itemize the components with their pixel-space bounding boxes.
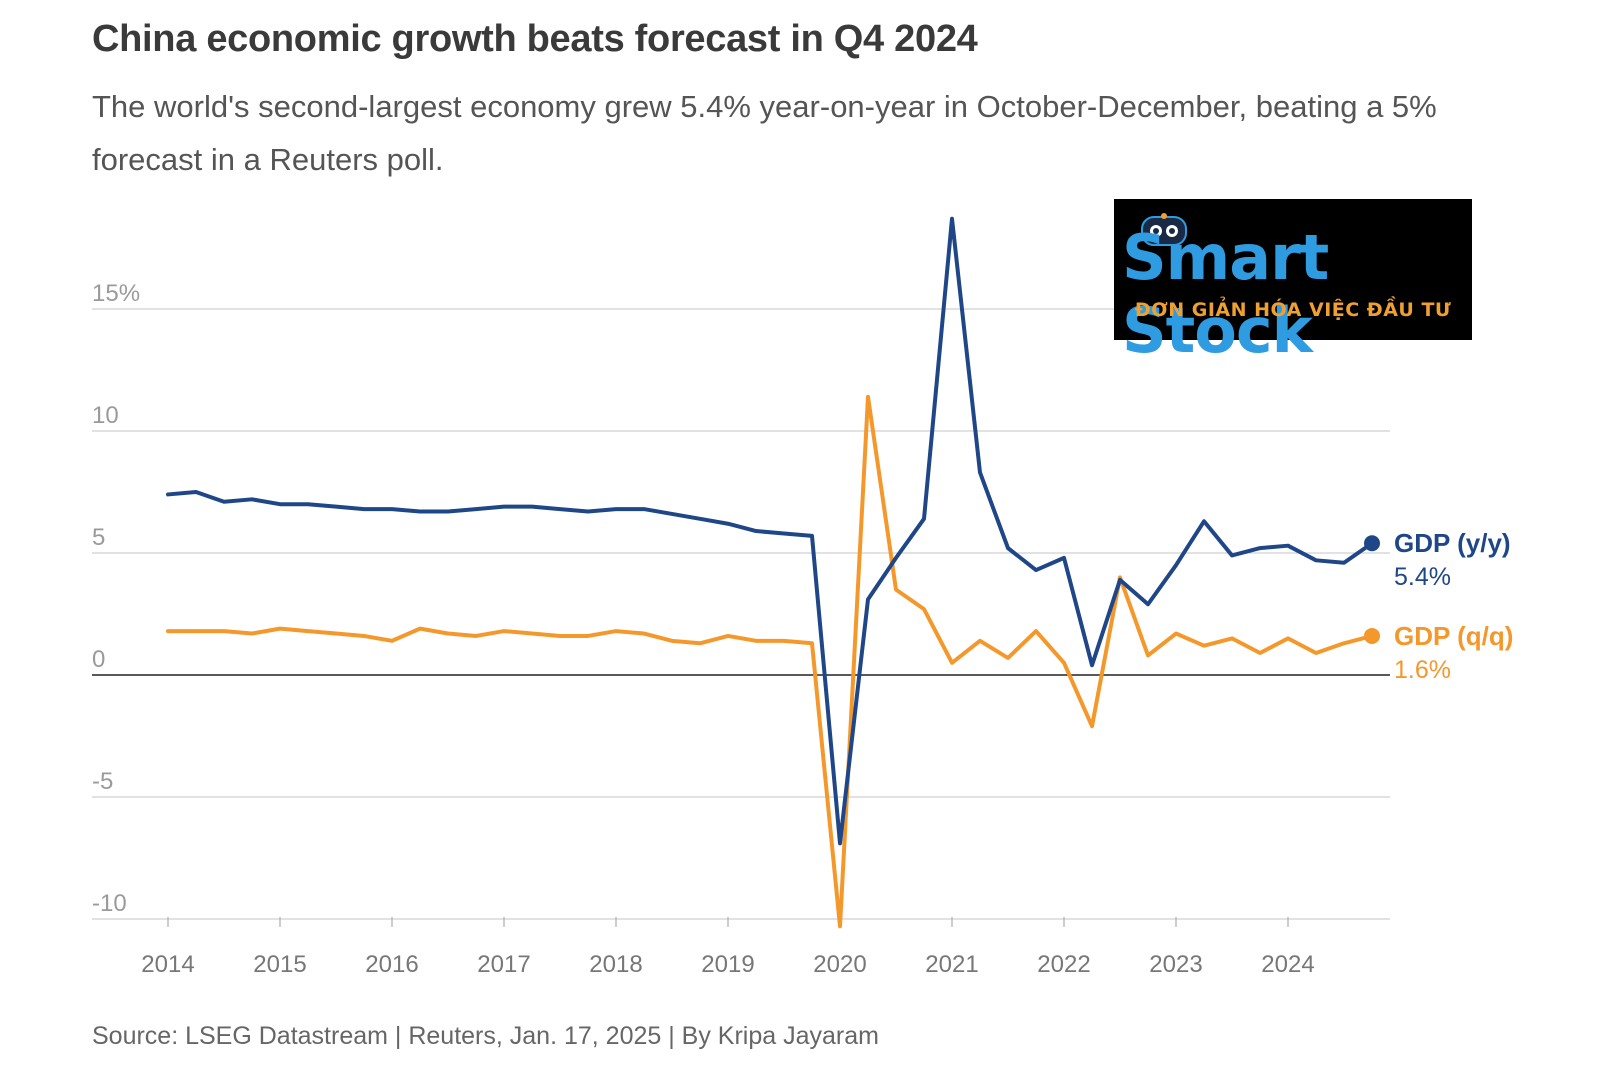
x-tick-label: 2019	[701, 951, 754, 978]
x-tick-label: 2017	[477, 951, 530, 978]
legend-label-gdp-yy: GDP (y/y)	[1394, 528, 1511, 558]
line-chart: 15% 10 5 0 -5 -10 2014 2015 2016 2017 2018 2019 202…	[92, 216, 1513, 978]
series-line-gdp-yy	[166, 216, 1374, 846]
y-tick-label: 10	[92, 402, 119, 429]
x-axis: 2014 2015 2016 2017 2018 2019 2020 2021 2022 2023…	[141, 917, 1315, 978]
robot-icon	[1141, 213, 1187, 246]
x-tick-label: 2023	[1149, 951, 1202, 978]
logo-brand: Smart Stock	[1122, 221, 1329, 367]
series-line-gdp-qq	[166, 394, 1374, 929]
x-tick-label: 2022	[1037, 951, 1090, 978]
logo-tagline: ĐƠN GIẢN HÓA VIỆC ĐẦU TƯ	[1134, 299, 1452, 321]
y-tick-label: 15%	[92, 280, 140, 307]
series-labels: GDP (q/q) 1.6% GDP (y/y) 5.4%	[1394, 528, 1513, 684]
end-point-gdp-qq	[1364, 627, 1380, 644]
y-tick-label: 5	[92, 524, 105, 551]
x-tick-label: 2016	[365, 951, 418, 978]
chart-subtitle: The world's second-largest economy grew …	[92, 89, 1437, 177]
y-tick-label: -10	[92, 890, 127, 917]
x-tick-label: 2020	[813, 951, 866, 978]
x-tick-label: 2015	[253, 951, 306, 978]
chart-series	[166, 216, 1380, 929]
legend-label-gdp-qq: GDP (q/q)	[1394, 621, 1513, 651]
x-tick-label: 2021	[925, 951, 978, 978]
source-note: Source: LSEG Datastream | Reuters, Jan. …	[92, 1022, 879, 1050]
y-tick-label: 0	[92, 646, 105, 673]
x-tick-label: 2024	[1261, 951, 1314, 978]
end-value-gdp-yy: 5.4%	[1394, 563, 1451, 591]
smart-stock-logo: Smart Stock ĐƠN GIẢN HÓA VIỆC ĐẦU TƯ	[1114, 199, 1472, 367]
end-point-gdp-yy	[1364, 535, 1380, 552]
x-tick-label: 2014	[141, 951, 194, 978]
chart-grid: 15% 10 5 0 -5 -10	[92, 280, 1390, 920]
chart-title: China economic growth beats forecast in …	[92, 18, 978, 60]
y-tick-label: -5	[92, 768, 113, 795]
x-tick-label: 2018	[589, 951, 642, 978]
end-value-gdp-qq: 1.6%	[1394, 656, 1451, 684]
